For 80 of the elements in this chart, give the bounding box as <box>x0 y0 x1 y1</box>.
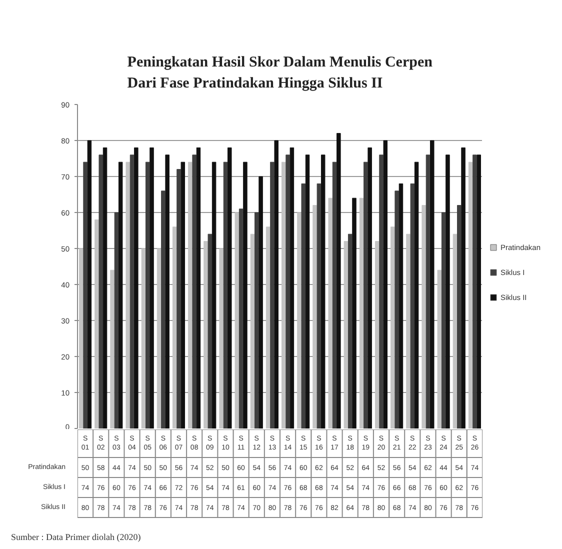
bar <box>118 162 123 428</box>
bar <box>192 154 196 428</box>
bar <box>316 183 322 428</box>
bar <box>196 147 201 428</box>
bar <box>286 154 290 428</box>
bar <box>150 147 154 428</box>
bar <box>364 162 368 428</box>
bar <box>414 162 419 428</box>
bar <box>243 162 248 428</box>
bar <box>457 205 462 428</box>
bar <box>476 154 481 428</box>
bar <box>359 198 364 428</box>
bar <box>468 162 473 428</box>
bar <box>254 212 259 428</box>
bar <box>208 234 212 428</box>
bar <box>234 212 240 428</box>
bar <box>352 198 356 428</box>
bar <box>165 154 170 428</box>
bar <box>176 169 181 428</box>
bar <box>282 162 286 428</box>
bar <box>145 162 150 428</box>
bar <box>141 248 146 428</box>
bar <box>390 226 395 428</box>
bar <box>426 154 430 428</box>
chart-title: Peningkatan Hasil Skor Dalam Menulis Cerpen Dari Fase Pratindakan Hingga Siklus II <box>127 54 434 92</box>
bar <box>452 234 458 428</box>
bar <box>102 147 108 428</box>
bar <box>312 205 317 428</box>
bar <box>219 248 224 428</box>
bar <box>250 234 255 428</box>
bar <box>336 133 341 428</box>
bar <box>301 183 306 428</box>
bar <box>422 205 426 428</box>
bar <box>461 147 466 428</box>
bar <box>430 140 434 428</box>
bar <box>270 162 274 428</box>
bar <box>83 162 88 428</box>
bar <box>410 183 415 428</box>
bar <box>87 140 92 428</box>
bar <box>290 147 294 428</box>
bar <box>472 154 477 428</box>
bar <box>305 154 310 428</box>
bar <box>320 154 326 428</box>
bar <box>344 241 348 428</box>
bar <box>79 248 84 428</box>
bar <box>134 147 138 428</box>
bar <box>274 140 278 428</box>
bar <box>172 226 177 428</box>
bar <box>94 219 99 428</box>
bar <box>228 147 232 428</box>
bar <box>188 162 192 428</box>
bar <box>374 241 380 428</box>
bar <box>441 212 446 428</box>
bar <box>98 154 103 428</box>
bar <box>446 154 450 428</box>
bar <box>379 154 384 428</box>
bar <box>161 190 166 428</box>
bar <box>223 162 228 428</box>
bar <box>437 270 442 428</box>
bar <box>180 162 186 428</box>
bar <box>130 154 134 428</box>
bar <box>368 147 372 428</box>
bar <box>406 234 410 428</box>
bar <box>110 270 114 428</box>
bar <box>156 248 162 428</box>
bar <box>328 198 332 428</box>
bar <box>114 212 119 428</box>
bar <box>266 226 270 428</box>
bar <box>238 208 244 428</box>
bar <box>394 190 399 428</box>
text: Sumber : Data Primer diolah (2020) <box>11 531 141 544</box>
bar <box>383 140 388 428</box>
bar <box>348 234 352 428</box>
bar <box>126 162 130 428</box>
bar <box>332 162 337 428</box>
bar <box>258 176 263 428</box>
bar <box>297 212 302 428</box>
bar <box>204 241 208 428</box>
bar <box>398 183 404 428</box>
bar <box>212 162 216 428</box>
